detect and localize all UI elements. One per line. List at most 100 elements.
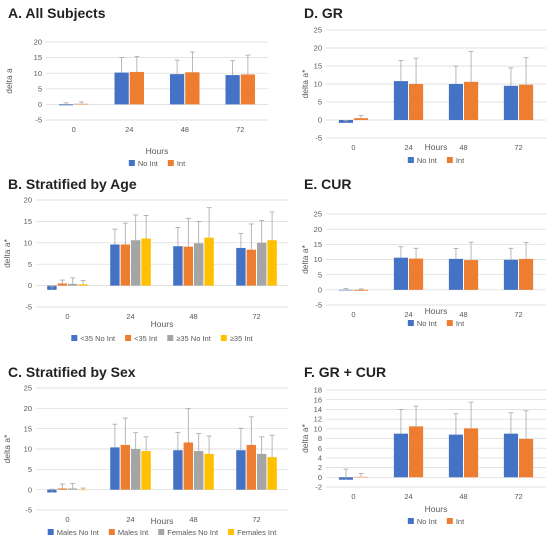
y-tick-label-f: 14 — [314, 405, 322, 414]
y-tick-label-c: 20 — [24, 404, 32, 413]
legend-label-e-0: No Int — [417, 319, 438, 328]
legend-swatch-c-0 — [47, 529, 54, 535]
bar-d-3-1 — [519, 84, 534, 120]
y-axis-label-a: delta a — [4, 68, 14, 94]
legend-label-c-3: Females Int — [237, 528, 277, 537]
x-tick-label-c: 24 — [126, 515, 134, 524]
bar-b-2-2 — [194, 243, 204, 286]
chart-c: C. Stratified by Sex -5 0 5 10 15 20 25 delta a*… — [2, 364, 288, 537]
y-tick-label-f: 8 — [318, 434, 322, 443]
chart-title-f: F. GR + CUR — [304, 364, 386, 380]
y-tick-label-c: 5 — [28, 465, 32, 474]
x-axis-label-c: Hours — [151, 516, 174, 526]
y-tick-label-d: -5 — [315, 134, 322, 143]
y-tick-label-b: 10 — [24, 238, 32, 247]
legend-swatch-e-1 — [446, 320, 453, 326]
x-axis-label-d: Hours — [425, 142, 448, 152]
y-axis-label-b: delta a* — [2, 238, 12, 268]
chart-title-d: D. GR — [304, 5, 343, 21]
y-axis-label-c: delta a* — [2, 434, 12, 464]
x-axis-label-a: Hours — [146, 146, 169, 156]
y-tick-label-a: 10 — [34, 69, 42, 78]
x-tick-label-f: 0 — [351, 492, 355, 501]
legend-label-b-2: ≥35 No Int — [176, 334, 211, 343]
chart-a: A. All Subjects -5 0 5 10 15 20 delta a 0 24 48 72 H… — [4, 5, 268, 168]
y-axis-label-d: delta a* — [300, 69, 310, 99]
bar-f-3-0 — [503, 433, 518, 478]
bar-b-1-1 — [120, 244, 130, 286]
bar-c-3-0 — [236, 450, 246, 490]
bar-e-3-1 — [519, 258, 534, 290]
legend-label-b-1: <35 Int — [134, 334, 158, 343]
y-tick-label-d: 5 — [318, 98, 322, 107]
y-tick-label-c: 0 — [28, 485, 32, 494]
x-tick-label-e: 72 — [514, 310, 522, 319]
y-tick-label-e: 25 — [314, 210, 322, 219]
x-tick-label-f: 24 — [404, 492, 412, 501]
x-axis-label-e: Hours — [425, 306, 448, 316]
x-tick-label-a: 72 — [236, 125, 244, 134]
bar-b-2-0 — [173, 246, 183, 286]
x-tick-label-a: 48 — [181, 125, 189, 134]
bar-e-2-1 — [464, 260, 479, 290]
bar-c-3-3 — [267, 457, 277, 490]
legend-swatch-a-1 — [167, 160, 174, 166]
y-tick-label-d: 10 — [314, 80, 322, 89]
y-tick-label-a: 0 — [38, 100, 42, 109]
x-tick-label-f: 48 — [459, 492, 467, 501]
bar-c-3-2 — [257, 453, 267, 490]
y-tick-label-d: 20 — [314, 44, 322, 53]
legend-swatch-f-0 — [407, 518, 414, 524]
x-tick-label-a: 0 — [72, 125, 76, 134]
x-tick-label-e: 48 — [459, 310, 467, 319]
legend-swatch-b-2 — [167, 335, 174, 341]
legend-label-b-3: ≥35 Int — [230, 334, 254, 343]
bar-b-3-1 — [246, 249, 256, 286]
bar-a-3-1 — [240, 74, 256, 105]
bar-d-1-0 — [393, 81, 408, 120]
legend-label-d-1: Int — [456, 156, 465, 165]
y-tick-label-c: 10 — [24, 445, 32, 454]
bar-b-0-3 — [78, 284, 88, 286]
y-tick-label-d: 15 — [314, 62, 322, 71]
legend-swatch-c-1 — [108, 529, 115, 535]
bar-b-3-3 — [267, 240, 277, 286]
x-tick-label-d: 24 — [404, 143, 412, 152]
y-tick-label-f: 0 — [318, 473, 322, 482]
chart-panel-a: A. All Subjects -5 0 5 10 15 20 delta a 0 24 48 72 H… — [0, 0, 275, 170]
chart-panel-b: B. Stratified by Age -5 0 5 10 15 20 delta a* 0 2… — [0, 172, 298, 350]
bar-b-2-1 — [183, 246, 193, 286]
bar-c-1-2 — [131, 449, 141, 490]
y-tick-label-a: 15 — [34, 53, 42, 62]
y-tick-label-d: 0 — [318, 116, 322, 125]
y-tick-label-c: 25 — [24, 384, 32, 393]
bar-a-1-0 — [114, 72, 129, 105]
x-tick-label-d: 48 — [459, 143, 467, 152]
y-tick-label-b: 0 — [28, 281, 32, 290]
legend-label-a-1: Int — [177, 159, 186, 168]
y-tick-label-f: 4 — [318, 454, 322, 463]
bar-b-3-0 — [236, 247, 246, 286]
bar-d-2-1 — [464, 81, 479, 120]
x-tick-label-c: 72 — [252, 515, 260, 524]
x-tick-label-b: 24 — [126, 312, 134, 321]
bar-a-1-1 — [129, 71, 145, 105]
y-tick-label-f: 12 — [314, 415, 322, 424]
chart-title-e: E. CUR — [304, 176, 351, 192]
bar-c-3-1 — [246, 444, 256, 490]
bar-d-3-0 — [503, 85, 518, 120]
bar-e-1-0 — [393, 257, 408, 290]
legend-swatch-f-1 — [446, 518, 453, 524]
chart-panel-f: F. GR + CUR -2 0 2 4 6 8 10 12 14 16 18 delta a* 0 24 4… — [298, 360, 550, 538]
bar-c-1-0 — [110, 447, 120, 490]
x-tick-label-b: 72 — [252, 312, 260, 321]
x-tick-label-a: 24 — [125, 125, 133, 134]
bar-b-2-3 — [204, 237, 214, 286]
y-tick-label-b: -5 — [25, 303, 32, 312]
y-tick-label-e: 5 — [318, 270, 322, 279]
legend-label-a-0: No Int — [138, 159, 159, 168]
chart-title-b: B. Stratified by Age — [8, 176, 137, 192]
x-tick-label-b: 48 — [189, 312, 197, 321]
x-tick-label-d: 0 — [351, 143, 355, 152]
